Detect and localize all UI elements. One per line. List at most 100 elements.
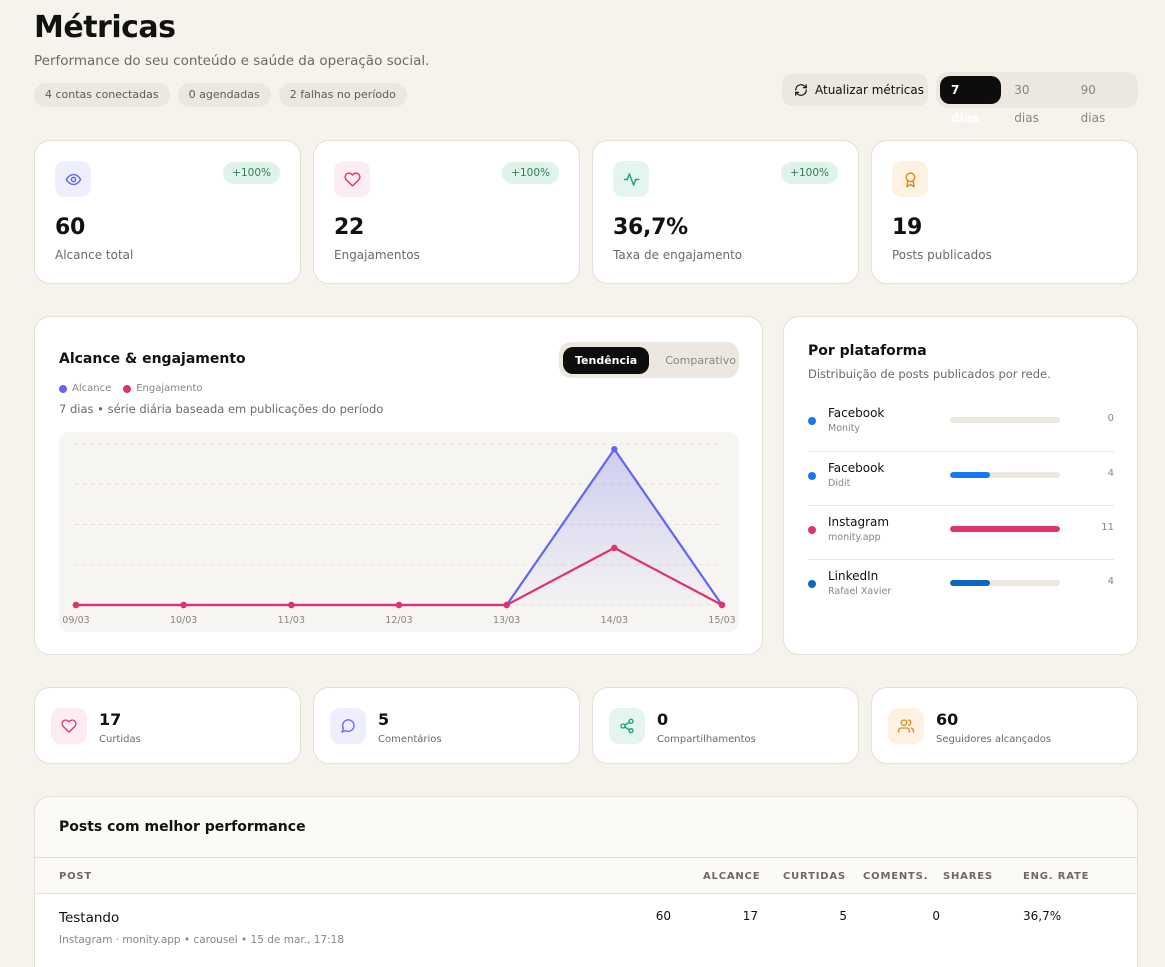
stat-card-likes: 17 Curtidas [34,687,301,764]
kpi-card-engagement-rate: +100% 36,7% Taxa de engajamento [592,140,859,284]
kpi-card-reach: +100% 60 Alcance total [34,140,301,284]
x-tick-label: 10/03 [170,615,197,626]
top-posts-card: Posts com melhor performance POST ALCANC… [34,796,1138,967]
table-row[interactable]: Testando Instagram · monity.app • carous… [35,894,1137,967]
stat-label: Curtidas [99,734,141,745]
chip-scheduled: 0 agendadas [177,83,271,107]
series-area-alcance [76,449,722,605]
platform-bar-track [950,417,1060,423]
heart-icon [334,161,370,197]
period-selector: 7 dias 30 dias 90 dias [936,72,1138,125]
platform-row-facebook-monity: Facebook Monity 0 [808,397,1114,451]
status-chips: 4 contas conectadas 0 agendadas 2 falhas… [34,83,407,107]
data-point-engajamento [180,601,187,609]
period-30-days[interactable]: 30 dias [1014,83,1039,125]
platform-breakdown-card: Por plataforma Distribuição de posts pub… [783,316,1138,655]
post-title: Testando [59,910,120,926]
data-point-engajamento [288,601,295,609]
table-header: POST ALCANCE CURTIDAS COMENTS. SHARES EN… [35,857,1137,894]
platform-count: 11 [1101,522,1114,533]
top-posts-title: Posts com melhor performance [59,819,306,835]
kpi-label: Engajamentos [334,248,420,262]
page-subtitle: Performance do seu conteúdo e saúde da o… [34,53,430,69]
data-point-engajamento [72,601,80,609]
platform-bar-fill [950,526,1060,532]
cell-shares: 0 [932,909,940,923]
platform-bar-track [950,472,1060,478]
stat-value: 0 [657,710,669,729]
chart-plot-area: 09/03 10/03 11/03 12/03 13/03 14/03 15/03 [59,432,739,632]
platform-account: Didit [828,478,851,489]
platform-bar-fill [950,472,990,478]
kpi-label: Alcance total [55,248,134,262]
kpi-card-posts-published: 19 Posts publicados [871,140,1138,284]
page-title: Métricas [34,10,176,45]
platform-dot [808,526,816,534]
kpi-value: 60 [55,215,86,240]
stat-card-shares: 0 Compartilhamentos [592,687,859,764]
refresh-metrics-button[interactable]: Atualizar métricas [782,74,928,106]
period-7-days[interactable]: 7 dias [940,76,1002,125]
legend-swatch [59,384,67,393]
column-header-comments: COMENTS. [863,871,929,882]
stat-card-comments: 5 Comentários [313,687,580,764]
activity-icon [613,161,649,197]
platform-name: Instagram [828,515,890,529]
toggle-trend[interactable]: Tendência [563,346,650,374]
kpi-value: 22 [334,215,365,240]
legend-label: Engajamento [136,383,203,394]
platform-row-linkedin: LinkedIn Rafael Xavier 4 [808,559,1114,613]
cell-reach: 60 [655,909,671,923]
refresh-icon [795,84,807,96]
chart-legend: Alcance Engajamento [59,383,203,394]
platform-count: 0 [1107,413,1114,424]
refresh-metrics-label: Atualizar métricas [815,83,924,97]
kpi-value: 36,7% [613,215,688,240]
stat-card-followers-reached: 60 Seguidores alcançados [871,687,1138,764]
chart-title: Alcance & engajamento [59,351,246,367]
column-header-reach: ALCANCE [703,871,761,882]
share-icon [609,708,645,744]
kpi-trend-badge: +100% [223,162,280,184]
platform-dot [808,472,816,480]
cell-likes: 17 [742,909,758,923]
post-meta: Instagram · monity.app • carousel • 15 d… [59,934,344,946]
platform-account: monity.app [828,532,881,543]
column-header-likes: CURTIDAS [783,871,846,882]
users-icon [888,708,924,744]
cell-comments: 5 [839,909,847,923]
kpi-trend-badge: +100% [781,162,838,184]
kpi-value: 19 [892,215,923,240]
data-point-engajamento [503,601,510,609]
platform-count: 4 [1107,468,1114,479]
x-tick-label: 09/03 [62,615,89,626]
legend-item-reach: Alcance [59,383,111,394]
toggle-compare[interactable]: Comparativo [665,353,736,367]
platform-subtitle: Distribuição de posts publicados por red… [808,367,1051,381]
comment-icon [330,708,366,744]
line-chart: 09/03 10/03 11/03 12/03 13/03 14/03 15/03 [62,443,736,626]
legend-swatch [123,384,132,393]
stat-label: Comentários [378,734,442,745]
platform-count: 4 [1107,576,1114,587]
legend-item-engagement: Engajamento [123,383,203,394]
platform-name: Facebook [828,406,885,420]
column-header-shares: SHARES [943,871,993,882]
chip-connected-accounts: 4 contas conectadas [34,83,170,107]
kpi-label: Posts publicados [892,248,992,262]
heart-icon [51,708,87,744]
period-90-days[interactable]: 90 dias [1080,83,1106,125]
stat-value: 17 [99,710,122,729]
x-tick-label: 15/03 [708,615,735,626]
data-point-engajamento [611,544,618,552]
kpi-trend-badge: +100% [502,162,559,184]
platform-name: LinkedIn [828,569,879,583]
platform-dot [808,580,816,588]
x-tick-label: 13/03 [493,615,520,626]
platform-row-instagram: Instagram monity.app 11 [808,505,1114,559]
platform-name: Facebook [828,461,885,475]
platform-row-facebook-didit: Facebook Didit 4 [808,451,1114,505]
chart-mode-toggle: Tendência Comparativo [559,342,739,378]
stat-label: Compartilhamentos [657,734,756,745]
reach-engagement-chart-card: Alcance & engajamento Tendência Comparat… [34,316,763,655]
